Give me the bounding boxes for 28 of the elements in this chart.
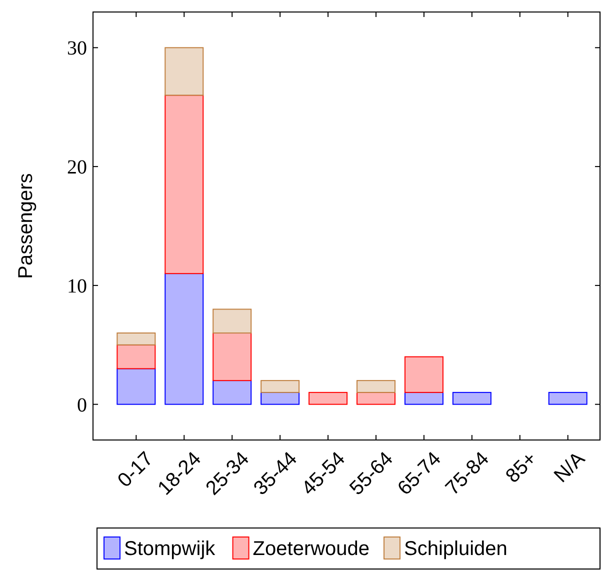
- bar: [164, 94, 204, 274]
- bar: [356, 392, 396, 405]
- y-tick-label: 10: [67, 275, 87, 298]
- y-axis-title: Passengers: [15, 173, 37, 279]
- y-tick-label: 30: [67, 38, 87, 60]
- bar: [116, 368, 156, 405]
- bar: [164, 273, 204, 405]
- bar: [308, 392, 348, 405]
- legend-label: Zoeterwoude: [252, 538, 370, 560]
- bar: [212, 332, 252, 382]
- legend-label: Schipluiden: [404, 538, 508, 560]
- bar: [212, 308, 252, 334]
- x-tick-label: N/A: [550, 447, 590, 488]
- x-tick-label: 85+: [502, 448, 542, 488]
- bar: [260, 380, 300, 393]
- bar: [212, 380, 252, 405]
- bar: [548, 392, 588, 405]
- legend-label: Stompwijk: [124, 538, 216, 560]
- bar: [164, 47, 204, 96]
- bar: [260, 392, 300, 405]
- bar: [404, 392, 444, 405]
- bar: [116, 344, 156, 370]
- bar: [116, 332, 156, 346]
- bar: [356, 380, 396, 393]
- y-tick-label: 0: [77, 394, 87, 416]
- y-tick-label: 20: [67, 156, 87, 179]
- bar: [404, 356, 444, 393]
- bar: [452, 392, 492, 405]
